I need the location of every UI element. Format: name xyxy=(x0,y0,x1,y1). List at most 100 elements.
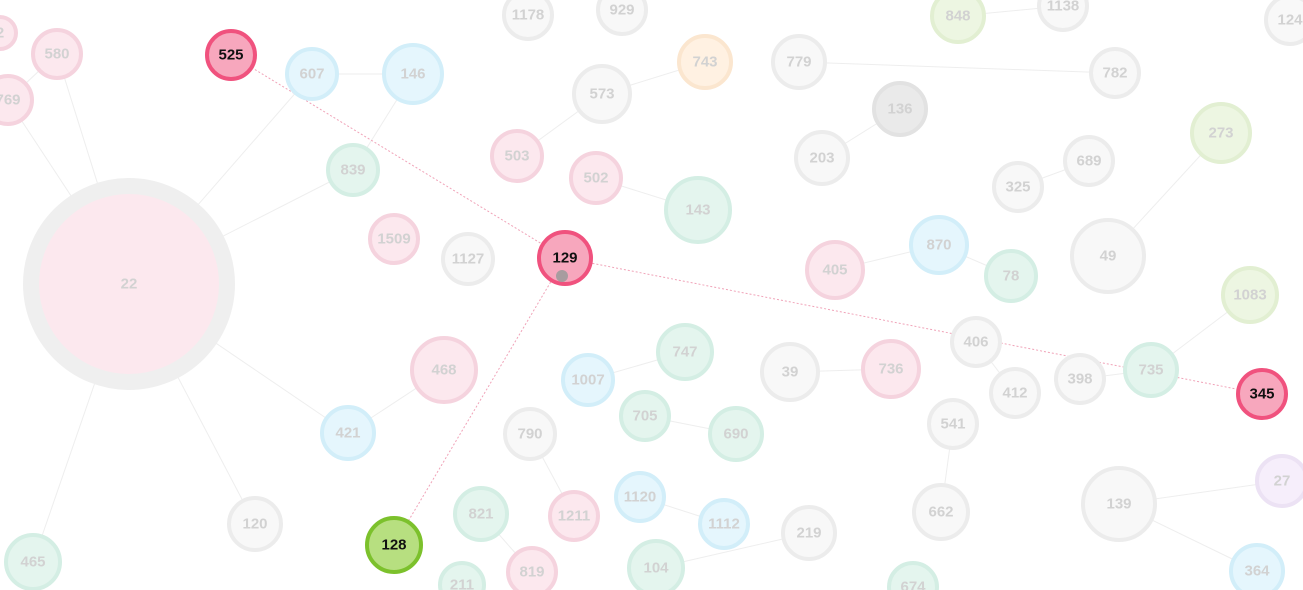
node-219[interactable]: 219 xyxy=(781,505,837,561)
node-circle[interactable] xyxy=(1063,135,1115,187)
node-circle[interactable] xyxy=(1089,47,1141,99)
node-689[interactable]: 689 xyxy=(1063,135,1115,187)
node-146[interactable]: 146 xyxy=(382,43,444,105)
node-circle[interactable] xyxy=(0,74,34,126)
node-128[interactable]: 128 xyxy=(365,516,423,574)
node-1178[interactable]: 1178 xyxy=(502,0,554,41)
node-circle[interactable] xyxy=(453,486,509,542)
node-870[interactable]: 870 xyxy=(909,215,969,275)
node-747[interactable]: 747 xyxy=(656,323,714,381)
node-412[interactable]: 412 xyxy=(989,367,1041,419)
node-49[interactable]: 49 xyxy=(1070,218,1146,294)
node-circle[interactable] xyxy=(794,130,850,186)
node-421[interactable]: 421 xyxy=(320,405,376,461)
node-circle[interactable] xyxy=(984,249,1038,303)
node-78[interactable]: 78 xyxy=(984,249,1038,303)
node-779[interactable]: 779 xyxy=(771,34,827,90)
node-743[interactable]: 743 xyxy=(677,34,733,90)
node-circle[interactable] xyxy=(950,316,1002,368)
node-circle[interactable] xyxy=(438,561,486,590)
node-circle[interactable] xyxy=(441,232,495,286)
node-circle[interactable] xyxy=(537,230,593,286)
node-circle[interactable] xyxy=(4,533,62,590)
node-1120[interactable]: 1120 xyxy=(614,471,666,523)
node-circle[interactable] xyxy=(572,64,632,124)
node-364[interactable]: 364 xyxy=(1229,543,1285,590)
node-325[interactable]: 325 xyxy=(992,161,1044,213)
node-345[interactable]: 345 xyxy=(1236,368,1288,420)
node-circle[interactable] xyxy=(31,28,83,80)
node-circle[interactable] xyxy=(698,498,750,550)
node-662[interactable]: 662 xyxy=(912,483,970,541)
node-circle[interactable] xyxy=(912,483,970,541)
node-465[interactable]: 465 xyxy=(4,533,62,590)
node-2[interactable]: 2 xyxy=(0,15,18,51)
node-405[interactable]: 405 xyxy=(805,240,865,300)
node-circle[interactable] xyxy=(0,15,18,51)
node-circle[interactable] xyxy=(992,161,1044,213)
node-circle[interactable] xyxy=(989,367,1041,419)
node-736[interactable]: 736 xyxy=(861,339,921,399)
node-782[interactable]: 782 xyxy=(1089,47,1141,99)
node-circle[interactable] xyxy=(805,240,865,300)
node-circle[interactable] xyxy=(205,29,257,81)
node-circle[interactable] xyxy=(656,323,714,381)
node-790[interactable]: 790 xyxy=(503,407,557,461)
node-circle[interactable] xyxy=(1255,454,1303,508)
node-circle[interactable] xyxy=(368,213,420,265)
node-circle[interactable] xyxy=(1190,102,1252,164)
node-circle[interactable] xyxy=(664,176,732,244)
node-circle[interactable] xyxy=(23,178,235,390)
node-120[interactable]: 120 xyxy=(227,496,283,552)
node-circle[interactable] xyxy=(502,0,554,41)
node-1083[interactable]: 1083 xyxy=(1221,266,1279,324)
node-819[interactable]: 819 xyxy=(506,546,558,590)
node-circle[interactable] xyxy=(781,505,837,561)
node-circle[interactable] xyxy=(927,398,979,450)
node-circle[interactable] xyxy=(627,539,685,590)
node-143[interactable]: 143 xyxy=(664,176,732,244)
node-129[interactable]: 129 xyxy=(537,230,593,286)
node-573[interactable]: 573 xyxy=(572,64,632,124)
node-circle[interactable] xyxy=(506,546,558,590)
node-1211[interactable]: 1211 xyxy=(548,490,600,542)
node-503[interactable]: 503 xyxy=(490,129,544,183)
node-circle[interactable] xyxy=(708,406,764,462)
node-circle[interactable] xyxy=(1081,466,1157,542)
node-circle[interactable] xyxy=(677,34,733,90)
node-1007[interactable]: 1007 xyxy=(561,353,615,407)
node-circle[interactable] xyxy=(930,0,986,44)
node-929[interactable]: 929 xyxy=(596,0,648,36)
node-580[interactable]: 580 xyxy=(31,28,83,80)
node-circle[interactable] xyxy=(771,34,827,90)
node-27[interactable]: 27 xyxy=(1255,454,1303,508)
node-circle[interactable] xyxy=(1054,353,1106,405)
node-203[interactable]: 203 xyxy=(794,130,850,186)
node-406[interactable]: 406 xyxy=(950,316,1002,368)
node-circle[interactable] xyxy=(548,490,600,542)
node-39[interactable]: 39 xyxy=(760,342,820,402)
node-273[interactable]: 273 xyxy=(1190,102,1252,164)
node-139[interactable]: 139 xyxy=(1081,466,1157,542)
node-circle[interactable] xyxy=(382,43,444,105)
node-circle[interactable] xyxy=(285,47,339,101)
node-839[interactable]: 839 xyxy=(326,143,380,197)
node-circle[interactable] xyxy=(1229,543,1285,590)
node-104[interactable]: 104 xyxy=(627,539,685,590)
node-705[interactable]: 705 xyxy=(619,390,671,442)
node-circle[interactable] xyxy=(909,215,969,275)
node-circle[interactable] xyxy=(760,342,820,402)
node-circle[interactable] xyxy=(1236,368,1288,420)
node-468[interactable]: 468 xyxy=(410,336,478,404)
node-1138[interactable]: 1138 xyxy=(1037,0,1089,32)
node-211[interactable]: 211 xyxy=(438,561,486,590)
node-circle[interactable] xyxy=(365,516,423,574)
node-circle[interactable] xyxy=(1264,0,1303,46)
node-circle[interactable] xyxy=(410,336,478,404)
node-398[interactable]: 398 xyxy=(1054,353,1106,405)
node-607[interactable]: 607 xyxy=(285,47,339,101)
node-circle[interactable] xyxy=(872,81,928,137)
node-circle[interactable] xyxy=(569,151,623,205)
